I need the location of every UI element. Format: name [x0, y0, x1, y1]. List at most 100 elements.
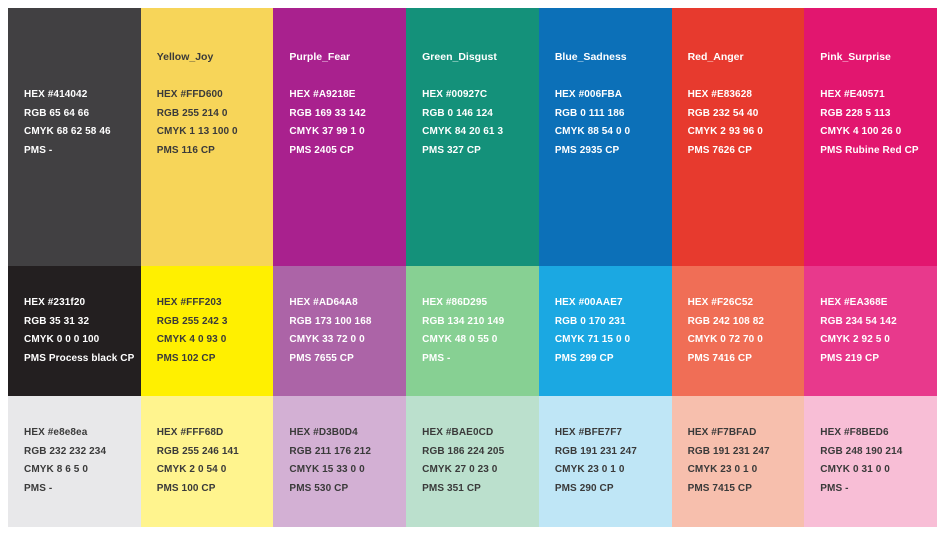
hex-value: HEX #FFF68D	[156, 427, 224, 438]
rgb-value: RGB 228 5 113	[820, 107, 891, 119]
swatch-row1-col6: HEX #EA368E RGB 234 54 142 CMYK 2 92 5 0…	[804, 266, 937, 396]
swatch-specs: HEX #FFF203 RGB 255 242 3 CMYK 4 0 93 0 …	[157, 294, 228, 368]
cmyk-value: CMYK 2 0 54 0	[156, 464, 227, 475]
rgb-value: RGB 242 108 82	[687, 315, 765, 327]
swatch-row2-col2: HEX #D3B0D4 RGB 211 176 212 CMYK 15 33 0…	[273, 396, 407, 527]
swatch-row0-col0: HEX #414042 RGB 65 64 66 CMYK 68 62 58 4…	[8, 8, 141, 266]
swatch-row1-col5: HEX #F26C52 RGB 242 108 82 CMYK 0 72 70 …	[671, 266, 805, 396]
rgb-value: RGB 169 33 142	[289, 107, 366, 119]
cmyk-value: CMYK 23 0 1 0	[687, 464, 758, 475]
swatch-specs: HEX #A9218E RGB 169 33 142 CMYK 37 99 1 …	[289, 86, 365, 160]
rgb-value: RGB 255 242 3	[156, 315, 228, 327]
swatch-name: Pink_Surprise	[820, 51, 891, 63]
swatch-specs: HEX #EA368E RGB 234 54 142 CMYK 2 92 5 0…	[820, 294, 896, 368]
cmyk-value: CMYK 0 0 0 100	[24, 334, 100, 345]
swatch-specs: HEX #BFE7F7 RGB 191 231 247 CMYK 23 0 1 …	[555, 424, 637, 498]
hex-value: HEX #BFE7F7	[554, 427, 623, 438]
pms-value: PMS 7626 CP	[687, 144, 753, 156]
rgb-value: RGB 0 111 186	[554, 107, 625, 119]
swatch-row1-col0: HEX #231f20 RGB 35 31 32 CMYK 0 0 0 100 …	[8, 266, 141, 396]
color-palette-grid: HEX #414042 RGB 65 64 66 CMYK 68 62 58 4…	[8, 8, 937, 527]
swatch-row2-col3: HEX #BAE0CD RGB 186 224 205 CMYK 27 0 23…	[406, 396, 539, 527]
pms-value: PMS -	[24, 144, 53, 156]
hex-value: HEX #F7BFAD	[687, 427, 757, 438]
swatch-specs: HEX #AD64A8 RGB 173 100 168 CMYK 33 72 0…	[289, 294, 371, 368]
pms-value: PMS 351 CP	[422, 482, 481, 494]
rgb-value: RGB 232 54 40	[687, 107, 759, 119]
pms-value: PMS 299 CP	[554, 352, 614, 364]
rgb-value: RGB 173 100 168	[289, 315, 372, 327]
swatch-row0-col5: Red_Anger HEX #E83628 RGB 232 54 40 CMYK…	[671, 8, 805, 266]
swatch-specs: HEX #006FBA RGB 0 111 186 CMYK 88 54 0 0…	[555, 86, 630, 160]
hex-value: HEX #414042	[24, 89, 88, 100]
pms-value: PMS 530 CP	[289, 482, 349, 494]
swatch-name: Red_Anger	[687, 51, 744, 63]
hex-value: HEX #A9218E	[289, 89, 356, 100]
swatch-row1-col3: HEX #86D295 RGB 134 210 149 CMYK 48 0 55…	[406, 266, 539, 396]
swatch-row2-col1: HEX #FFF68D RGB 255 246 141 CMYK 2 0 54 …	[140, 396, 274, 527]
cmyk-value: CMYK 48 0 55 0	[422, 334, 498, 345]
swatch-specs: HEX #e8e8ea RGB 232 232 234 CMYK 8 6 5 0…	[24, 424, 106, 498]
rgb-value: RGB 35 31 32	[24, 315, 90, 327]
rgb-value: RGB 248 190 214	[820, 445, 903, 457]
rgb-value: RGB 232 232 234	[24, 445, 107, 457]
cmyk-value: CMYK 0 31 0 0	[820, 464, 890, 475]
swatch-specs: HEX #00927C RGB 0 146 124 CMYK 84 20 61 …	[422, 86, 503, 160]
swatch-row1-col4: HEX #00AAE7 RGB 0 170 231 CMYK 71 15 0 0…	[538, 266, 672, 396]
rgb-value: RGB 0 146 124	[422, 107, 493, 119]
cmyk-value: CMYK 23 0 1 0	[554, 464, 625, 475]
hex-value: HEX #231f20	[24, 297, 86, 308]
pms-value: PMS 102 CP	[156, 352, 216, 364]
cmyk-value: CMYK 8 6 5 0	[24, 464, 89, 475]
pms-value: PMS 219 CP	[820, 352, 880, 364]
swatch-row2-col0: HEX #e8e8ea RGB 232 232 234 CMYK 8 6 5 0…	[8, 396, 141, 527]
cmyk-value: CMYK 0 72 70 0	[687, 334, 763, 345]
hex-value: HEX #EA368E	[820, 297, 888, 308]
swatch-specs: HEX #FFF68D RGB 255 246 141 CMYK 2 0 54 …	[157, 424, 239, 498]
hex-value: HEX #FFD600	[156, 89, 223, 100]
rgb-value: RGB 191 231 247	[687, 445, 770, 457]
cmyk-value: CMYK 4 100 26 0	[820, 126, 902, 137]
swatch-specs: HEX #F8BED6 RGB 248 190 214 CMYK 0 31 0 …	[820, 424, 902, 498]
swatch-specs: HEX #D3B0D4 RGB 211 176 212 CMYK 15 33 0…	[289, 424, 371, 498]
rgb-value: RGB 255 214 0	[156, 107, 228, 119]
rgb-value: RGB 186 224 205	[422, 445, 505, 457]
hex-value: HEX #006FBA	[554, 89, 623, 100]
rgb-value: RGB 65 64 66	[24, 107, 90, 119]
hex-value: HEX #AD64A8	[289, 297, 358, 308]
swatch-row0-col4: Blue_Sadness HEX #006FBA RGB 0 111 186 C…	[538, 8, 672, 266]
pms-value: PMS 7415 CP	[687, 482, 753, 494]
rgb-value: RGB 134 210 149	[422, 315, 505, 327]
pms-value: PMS Process black CP	[24, 352, 135, 364]
hex-value: HEX #BAE0CD	[422, 427, 494, 438]
hex-value: HEX #00927C	[422, 89, 488, 100]
rgb-value: RGB 0 170 231	[554, 315, 626, 327]
rgb-value: RGB 234 54 142	[820, 315, 897, 327]
swatch-row0-col1: Yellow_Joy HEX #FFD600 RGB 255 214 0 CMY…	[140, 8, 274, 266]
rgb-value: RGB 191 231 247	[554, 445, 637, 457]
rgb-value: RGB 255 246 141	[156, 445, 239, 457]
pms-value: PMS -	[820, 482, 849, 494]
swatch-specs: HEX #E40571 RGB 228 5 113 CMYK 4 100 26 …	[820, 86, 918, 160]
pms-value: PMS 116 CP	[156, 144, 215, 156]
cmyk-value: CMYK 84 20 61 3	[422, 126, 504, 137]
hex-value: HEX #00AAE7	[554, 297, 623, 308]
swatch-specs: HEX #86D295 RGB 134 210 149 CMYK 48 0 55…	[422, 294, 504, 368]
hex-value: HEX #E40571	[820, 89, 885, 100]
cmyk-value: CMYK 68 62 58 46	[24, 126, 111, 137]
swatch-specs: HEX #231f20 RGB 35 31 32 CMYK 0 0 0 100 …	[24, 294, 134, 368]
hex-value: HEX #F8BED6	[820, 427, 889, 438]
pms-value: PMS 7655 CP	[289, 352, 354, 364]
swatch-row2-col4: HEX #BFE7F7 RGB 191 231 247 CMYK 23 0 1 …	[538, 396, 672, 527]
swatch-name: Yellow_Joy	[156, 51, 214, 63]
pms-value: PMS Rubine Red CP	[820, 144, 919, 156]
pms-value: PMS 327 CP	[422, 144, 481, 156]
cmyk-value: CMYK 37 99 1 0	[289, 126, 365, 137]
cmyk-value: CMYK 33 72 0 0	[289, 334, 365, 345]
swatch-row0-col3: Green_Disgust HEX #00927C RGB 0 146 124 …	[406, 8, 539, 266]
pms-value: PMS 2935 CP	[554, 144, 620, 156]
cmyk-value: CMYK 15 33 0 0	[289, 464, 365, 475]
swatch-specs: HEX #FFD600 RGB 255 214 0 CMYK 1 13 100 …	[157, 86, 238, 160]
hex-value: HEX #F26C52	[687, 297, 754, 308]
hex-value: HEX #D3B0D4	[289, 427, 358, 438]
